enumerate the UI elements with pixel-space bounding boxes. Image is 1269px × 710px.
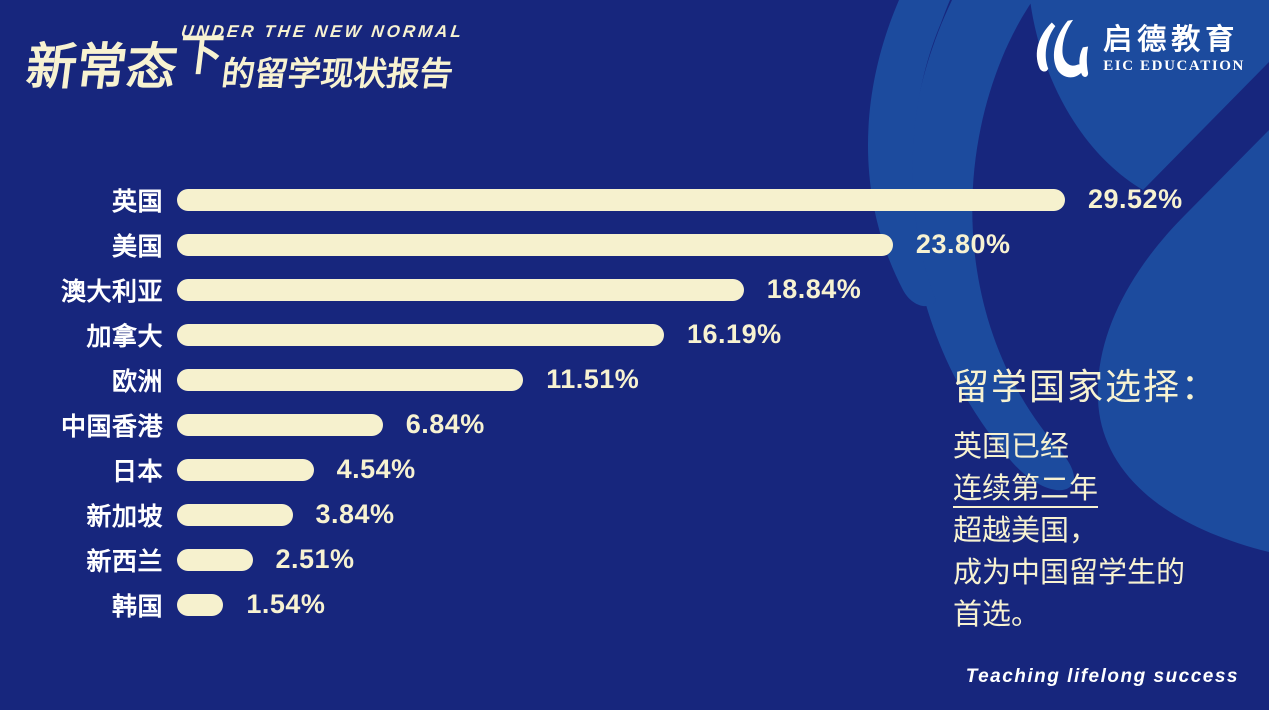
swoosh-corner-field — [1030, 0, 1269, 190]
bar-value-label: 1.54% — [246, 589, 326, 619]
bar-category-label: 日本 — [111, 457, 163, 486]
bar — [177, 548, 253, 571]
bar-value-label: 18.84% — [766, 274, 862, 304]
bar-value-label: 3.84% — [315, 499, 395, 529]
report-title-chinese: 新常态 下 的留学现状报告 — [23, 31, 463, 95]
bar-value-label: 11.51% — [546, 364, 640, 394]
tagline: Teaching lifelong success — [965, 666, 1239, 687]
chart-row: 日本 4.54% — [30, 447, 1183, 492]
bar-category-label: 加拿大 — [86, 322, 163, 351]
eic-logo-name-cn: 启德教育 — [1103, 23, 1240, 56]
chart-row: 澳大利亚 18.84% — [30, 267, 1183, 312]
bar — [177, 368, 524, 391]
annotation-text: 英国已经 — [953, 431, 1070, 463]
report-title-cn-part1: 新常态 — [23, 39, 181, 95]
eic-logo-mark-icon — [1037, 19, 1089, 78]
annotation-heading: 留学国家选择： — [953, 366, 1220, 407]
bar-value-label: 29.52% — [1088, 184, 1183, 214]
report-title-cn-part2: 下 — [176, 31, 227, 80]
bar-category-label: 新西兰 — [86, 547, 163, 576]
annotation-text: 超越美国， — [953, 515, 1099, 547]
bar-value-label: 16.19% — [687, 319, 782, 349]
eic-logo-text: 启德教育 EIC EDUCATION — [1103, 23, 1245, 76]
bar — [177, 323, 665, 346]
chart-row: 韩国 1.54% — [30, 582, 1183, 627]
annotation-line: 英国已经 — [953, 426, 1219, 468]
bar-chart: 英国 29.52% 美国 23.80% 澳大利亚 18.84% 加拿大 16.19% 欧洲 11.… — [30, 177, 1183, 627]
annotation-line: 成为中国留学生的 — [953, 552, 1219, 594]
swoosh-big-comma — [1097, 130, 1269, 552]
chart-row: 新西兰 2.51% — [30, 537, 1183, 582]
bar-category-label: 美国 — [111, 232, 163, 261]
chart-row: 加拿大 16.19% — [30, 312, 1183, 357]
eic-logo-name-en: EIC EDUCATION — [1103, 58, 1245, 75]
eic-logo: 启德教育 EIC EDUCATION — [1027, 16, 1245, 84]
swoosh-crescent-a — [909, 0, 1075, 491]
bar-category-label: 英国 — [111, 187, 163, 216]
bar — [177, 503, 293, 526]
bar-category-label: 韩国 — [111, 592, 163, 621]
annotation-body: 英国已经连续第二年超越美国， 成为中国留学生的 首选。 — [953, 426, 1219, 636]
annotation-line: 连续第二年 — [953, 468, 1219, 510]
chart-row: 新加坡 3.84% — [30, 492, 1183, 537]
chart-row: 英国 29.52% — [30, 177, 1183, 222]
annotation-block: 留学国家选择： 英国已经连续第二年超越美国， 成为中国留学生的 首选。 — [953, 358, 1219, 636]
report-title: UNDER THE NEW NORMAL 新常态 下 的留学现状报告 — [23, 22, 465, 95]
chart-row: 中国香港 6.84% — [30, 402, 1183, 447]
bar — [177, 413, 383, 436]
bar-value-label: 2.51% — [275, 544, 355, 574]
bar-value-label: 4.54% — [336, 454, 416, 484]
report-title-cn-part3: 的留学现状报告 — [219, 55, 456, 92]
annotation-text: 成为中国留学生的 — [953, 557, 1186, 589]
bar — [177, 233, 893, 256]
bar — [177, 458, 314, 481]
bar-category-label: 欧洲 — [111, 367, 163, 396]
bar-category-label: 中国香港 — [60, 412, 163, 441]
chart-row: 美国 23.80% — [30, 222, 1183, 267]
annotation-line: 首选。 — [953, 594, 1219, 636]
bar-category-label: 新加坡 — [86, 502, 163, 531]
bar-category-label: 澳大利亚 — [60, 277, 163, 306]
bar-value-label: 6.84% — [405, 409, 485, 439]
bar-value-label: 23.80% — [915, 229, 1011, 259]
bar — [177, 593, 224, 616]
annotation-line: 超越美国， — [953, 510, 1219, 552]
swoosh-crescent-b — [867, 0, 950, 307]
annotation-text: 首选。 — [953, 599, 1041, 631]
annotation-underlined-text: 连续第二年 — [953, 473, 1099, 505]
chart-row: 欧洲 11.51% — [30, 357, 1183, 402]
bar — [177, 188, 1065, 211]
bar — [177, 278, 744, 301]
